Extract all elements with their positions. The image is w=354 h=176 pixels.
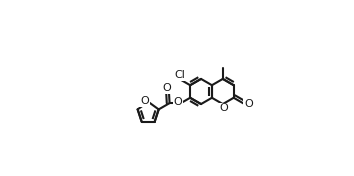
Text: O: O bbox=[174, 98, 182, 107]
Text: Cl: Cl bbox=[175, 71, 185, 80]
Text: O: O bbox=[140, 96, 149, 106]
Text: O: O bbox=[244, 99, 253, 109]
Text: O: O bbox=[162, 83, 171, 93]
Text: O: O bbox=[219, 103, 228, 113]
